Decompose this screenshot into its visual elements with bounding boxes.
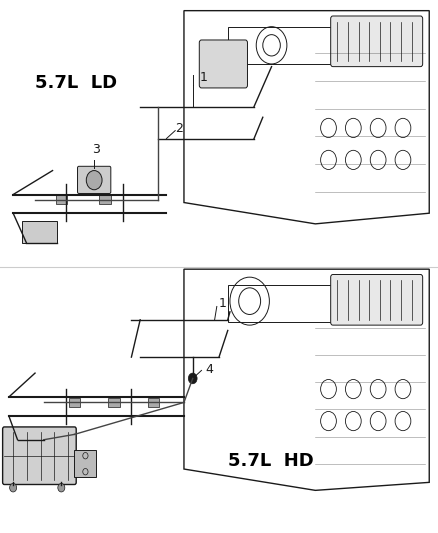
FancyBboxPatch shape	[148, 398, 159, 407]
Text: 3: 3	[92, 143, 100, 156]
FancyBboxPatch shape	[99, 195, 111, 204]
Text: 4: 4	[206, 363, 214, 376]
FancyBboxPatch shape	[78, 166, 111, 193]
FancyBboxPatch shape	[331, 274, 423, 325]
Text: 5.7L  HD: 5.7L HD	[228, 452, 314, 470]
Polygon shape	[74, 450, 96, 477]
FancyBboxPatch shape	[56, 195, 67, 204]
FancyBboxPatch shape	[108, 398, 120, 407]
Circle shape	[86, 171, 102, 190]
Polygon shape	[22, 221, 57, 243]
FancyBboxPatch shape	[331, 16, 423, 67]
Circle shape	[58, 483, 65, 492]
Circle shape	[188, 373, 197, 384]
FancyBboxPatch shape	[69, 398, 80, 407]
Circle shape	[10, 483, 17, 492]
Text: 1: 1	[219, 297, 227, 310]
Text: 2: 2	[175, 123, 183, 135]
Text: 5.7L  LD: 5.7L LD	[35, 74, 117, 92]
FancyBboxPatch shape	[199, 40, 247, 88]
FancyBboxPatch shape	[3, 427, 76, 484]
Text: 1: 1	[199, 71, 207, 84]
